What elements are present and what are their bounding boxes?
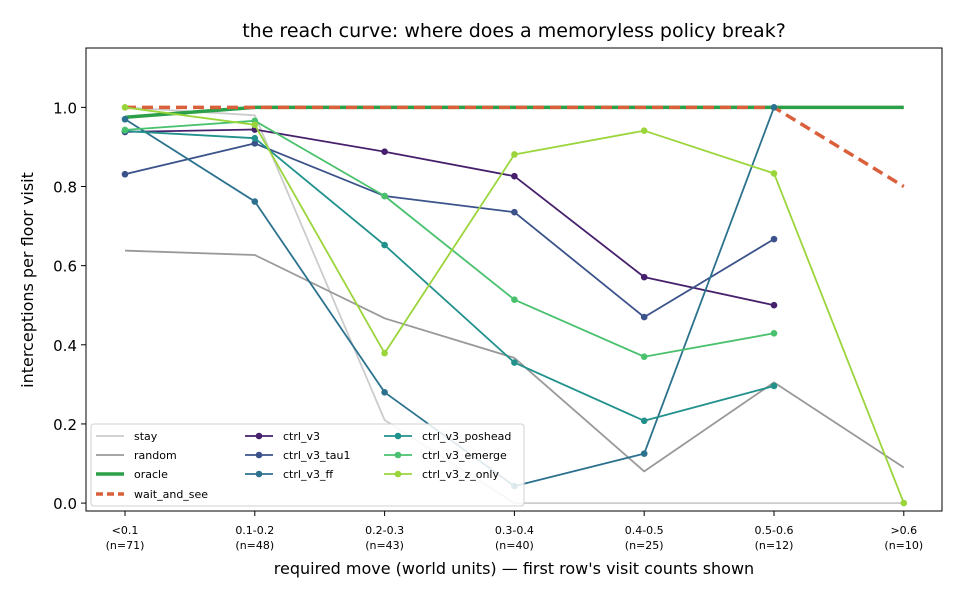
series-ctrl_v3_emerge [121,117,778,360]
legend-item-random: random [96,449,177,462]
x-tick-label: 0.1-0.2 [235,524,274,537]
legend-item-ctrl_v3_tau1: ctrl_v3_tau1 [245,449,350,462]
x-tick-count: (n=10) [884,539,923,552]
data-point-ctrl_v3_z_only [511,151,518,158]
series-ctrl_v3 [121,126,778,309]
x-tick-count: (n=48) [235,539,274,552]
legend-item-oracle: oracle [96,468,168,481]
series-line-random [124,249,905,473]
series-ctrl_v3_z_only [121,104,908,507]
legend-label: stay [134,430,158,443]
chart-title: the reach curve: where does a memoryless… [242,20,786,42]
y-tick-label: 0.4 [53,337,77,355]
x-axis-label: required move (world units) — first row'… [274,559,754,578]
legend-item-ctrl_v3_poshead: ctrl_v3_poshead [384,430,511,443]
x-tick-label: 0.2-0.3 [365,524,404,537]
series-ctrl_v3_tau1 [121,140,778,321]
legend-label: ctrl_v3_z_only [422,468,499,481]
legend-marker [394,470,402,478]
x-tick-count: (n=12) [755,539,794,552]
data-point-ctrl_v3 [381,148,388,155]
legend-marker [255,470,263,478]
data-point-ctrl_v3_ff [121,115,129,123]
legend-label: wait_and_see [134,488,208,501]
axes: <0.1 (n=71) 0.1-0.2 (n=48) 0.2-0.3 (n=43) 0.3-… [53,99,923,552]
legend-label: ctrl_v3_ff [283,468,333,481]
legend-box [90,423,525,507]
legend-label: ctrl_v3 [283,430,320,443]
data-point-ctrl_v3_poshead [251,134,259,142]
data-point-ctrl_v3_z_only [640,127,648,135]
y-axis-label: interceptions per floor visit [18,172,37,388]
data-point-ctrl_v3_z_only [121,104,129,111]
series-line-ctrl_v3_tau1 [124,142,775,319]
series-ctrl_v3_poshead [121,127,778,425]
series-line-ctrl_v3_poshead [124,130,775,422]
series-line-ctrl_v3_emerge [124,119,775,358]
legend-label: ctrl_v3_tau1 [283,449,350,462]
data-point-ctrl_v3_tau1 [511,208,518,216]
legend-item-stay: stay [96,430,158,443]
legend: stay random oracle wait_and_see ctrl_v3 ctrl_… [90,423,525,507]
x-tick-label: 0.4-0.5 [625,524,664,537]
series-random [124,249,905,473]
data-point-ctrl_v3_tau1 [121,170,129,178]
x-tick-count: (n=25) [625,539,664,552]
x-tick-count: (n=43) [365,539,404,552]
data-point-ctrl_v3_z_only [770,170,778,177]
x-tick-label: <0.1 [112,524,139,537]
legend-item-wait_and_see: wait_and_see [96,488,208,501]
legend-label: ctrl_v3_emerge [422,449,507,462]
legend-label: oracle [134,468,168,481]
data-point-ctrl_v3_emerge [640,353,648,360]
data-point-ctrl_v3_tau1 [251,140,259,147]
y-tick-label: 0.6 [53,258,77,276]
data-point-ctrl_v3_poshead [770,382,778,390]
data-point-ctrl_v3_poshead [511,359,518,366]
data-point-ctrl_v3_ff [640,450,648,457]
x-tick-count: (n=40) [495,539,534,552]
data-point-ctrl_v3_ff [251,198,259,205]
legend-label: ctrl_v3_poshead [422,430,511,443]
data-point-ctrl_v3_z_only [900,499,908,507]
data-point-ctrl_v3_poshead [640,417,648,425]
data-point-ctrl_v3_ff [381,388,388,396]
x-tick-label: >0.6 [890,524,917,537]
y-tick-label: 0.0 [53,495,77,513]
y-tick-label: 1.0 [53,99,77,117]
x-tick-count: (n=71) [106,539,145,552]
data-point-ctrl_v3_poshead [381,241,388,249]
legend-marker [394,432,402,440]
data-point-ctrl_v3_tau1 [770,235,778,243]
legend-label: random [134,449,177,462]
data-point-ctrl_v3 [640,273,648,281]
data-point-ctrl_v3 [511,172,518,180]
data-point-ctrl_v3_ff [770,104,778,111]
y-tick-label: 0.8 [53,179,77,197]
legend-item-ctrl_v3_ff: ctrl_v3_ff [245,468,333,481]
legend-item-ctrl_v3: ctrl_v3 [245,430,320,443]
legend-item-ctrl_v3_emerge: ctrl_v3_emerge [384,449,507,462]
x-tick-label: 0.3-0.4 [495,524,534,537]
legend-marker [255,432,263,440]
legend-item-ctrl_v3_z_only: ctrl_v3_z_only [384,468,499,481]
data-point-ctrl_v3_z_only [381,349,388,357]
x-tick-label: 0.5-0.6 [755,524,794,537]
data-point-ctrl_v3_emerge [770,330,778,337]
legend-marker [255,451,263,459]
data-point-ctrl_v3_emerge [511,296,518,303]
data-point-ctrl_v3 [770,301,778,309]
data-point-ctrl_v3_emerge [381,192,388,200]
data-point-ctrl_v3_z_only [251,121,259,129]
data-point-ctrl_v3_emerge [121,126,129,134]
data-point-ctrl_v3_tau1 [640,313,648,321]
legend-marker [394,451,402,459]
series-line-ctrl_v3 [124,128,775,307]
y-tick-label: 0.2 [53,416,77,434]
